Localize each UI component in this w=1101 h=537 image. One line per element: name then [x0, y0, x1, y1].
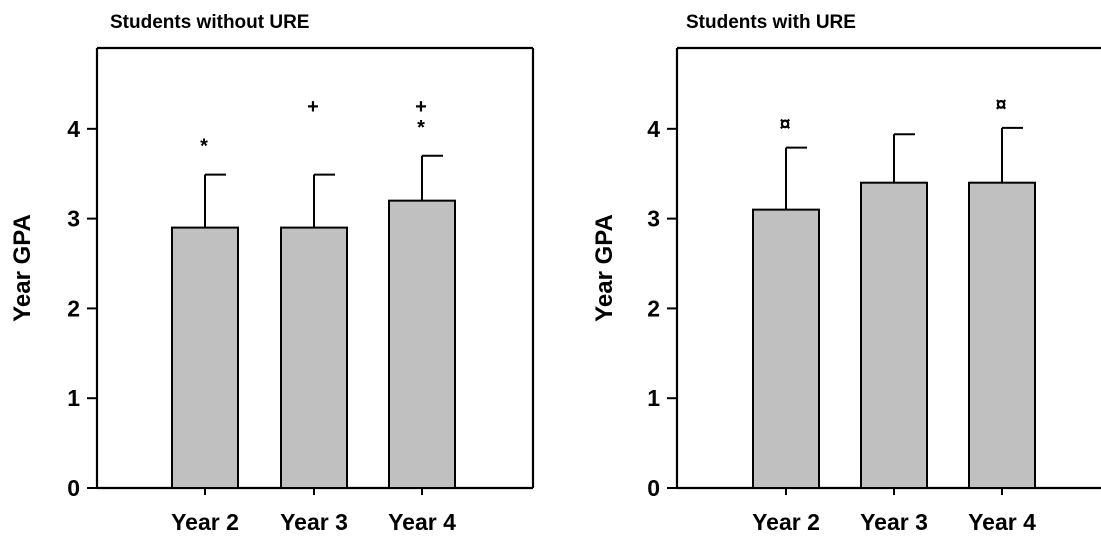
y-tick-label: 2	[647, 295, 660, 321]
x-tick-label: Year 2	[171, 509, 239, 535]
x-tick-label: Year 3	[280, 509, 348, 535]
significance-marker: +	[415, 96, 427, 118]
x-tick-label: Year 2	[752, 509, 820, 535]
y-tick-label: 4	[647, 116, 660, 142]
x-tick-label: Year 4	[968, 509, 1036, 535]
bar	[172, 228, 238, 488]
chart-panel-1: Students without URE 0 1 2 3 4 Year GPA Year 2 *…	[9, 12, 533, 535]
y-tick-label: 0	[67, 475, 80, 501]
y-tick-label: 3	[647, 206, 660, 232]
chart-title: Students without URE	[110, 12, 309, 33]
x-tick-label: Year 3	[860, 509, 928, 535]
significance-marker: ¤	[995, 94, 1006, 116]
y-tick-label: 1	[67, 385, 80, 411]
significance-marker: *	[200, 136, 208, 158]
y-tick-label: 3	[67, 206, 80, 232]
y-axis-label: Year GPA	[591, 214, 618, 322]
y-tick-label: 2	[67, 295, 80, 321]
chart-title: Students with URE	[686, 12, 856, 33]
significance-marker: +	[307, 96, 319, 118]
bar	[389, 201, 455, 488]
x-tick-label: Year 4	[388, 509, 456, 535]
y-tick-label: 4	[67, 116, 80, 142]
y-axis-label: Year GPA	[9, 214, 36, 322]
chart-panel-2: Students with URE 0 1 2 3 4 Year GPA Year 2 ¤ Yea…	[591, 12, 1101, 535]
bar	[969, 183, 1035, 488]
y-tick-label: 0	[647, 475, 660, 501]
significance-marker: ¤	[779, 114, 790, 136]
significance-marker: *	[417, 117, 425, 139]
y-tick-label: 1	[647, 385, 660, 411]
bar	[861, 183, 927, 488]
bar	[753, 210, 819, 488]
bar	[281, 228, 347, 488]
